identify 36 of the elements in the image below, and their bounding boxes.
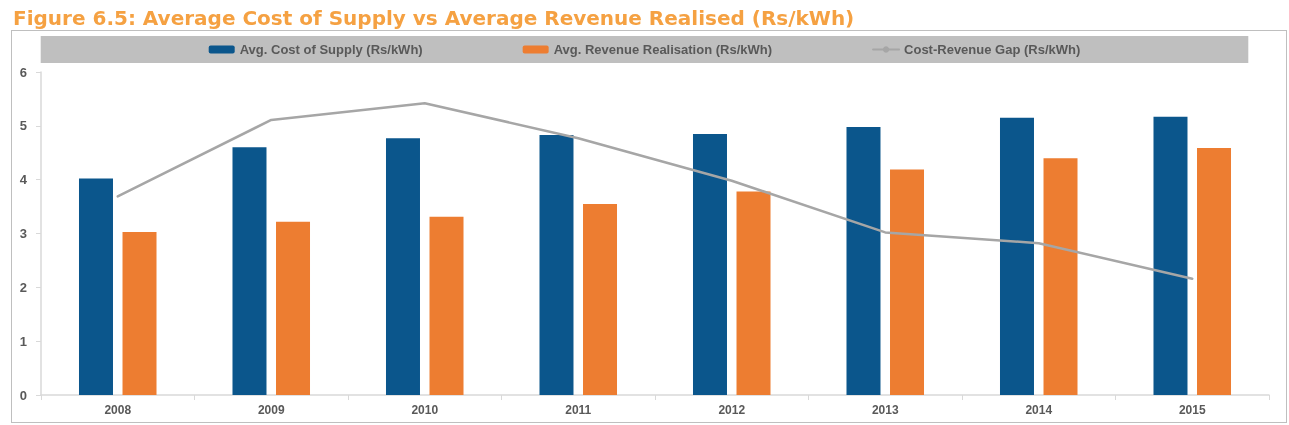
x-tick-label: 2010 <box>411 403 439 417</box>
y-tick-label: 5 <box>19 118 27 134</box>
bar <box>539 134 574 395</box>
legend-label: Avg. Cost of Supply (Rs/kWh) <box>239 42 423 57</box>
bar <box>890 169 925 395</box>
bar <box>1197 147 1232 395</box>
y-tick-label: 4 <box>19 172 28 188</box>
x-tick-label: 2008 <box>104 403 132 417</box>
y-tick-label: 2 <box>19 279 27 295</box>
bar <box>1153 116 1188 395</box>
y-tick-label: 6 <box>19 64 27 80</box>
bar <box>385 138 420 395</box>
bar <box>692 133 727 395</box>
x-tick-label: 2012 <box>718 403 746 417</box>
chart-title: Figure 6.5: Average Cost of Supply vs Average Revenue Realised (Rs/kWh) <box>13 6 855 30</box>
x-tick-label: 2009 <box>257 403 285 417</box>
bar <box>1043 158 1078 395</box>
x-tick-label: 2013 <box>871 403 899 417</box>
x-tick-label: 2014 <box>1025 403 1053 417</box>
x-tick-label: 2015 <box>1178 403 1206 417</box>
bar <box>583 203 618 395</box>
bar <box>276 221 311 395</box>
bar <box>846 126 881 395</box>
legend-label: Cost-Revenue Gap (Rs/kWh) <box>904 42 1081 57</box>
bar <box>429 216 464 395</box>
bar <box>122 231 157 395</box>
line-series <box>116 101 1194 280</box>
legend-label: Avg. Revenue Realisation (Rs/kWh) <box>553 42 773 57</box>
bar <box>78 178 113 395</box>
y-tick-label: 0 <box>19 387 27 403</box>
bar <box>999 117 1034 395</box>
x-tick-label: 2011 <box>565 403 592 417</box>
bar <box>232 147 267 395</box>
bar <box>736 191 771 395</box>
y-tick-label: 1 <box>19 333 27 349</box>
y-tick-label: 3 <box>19 226 27 241</box>
